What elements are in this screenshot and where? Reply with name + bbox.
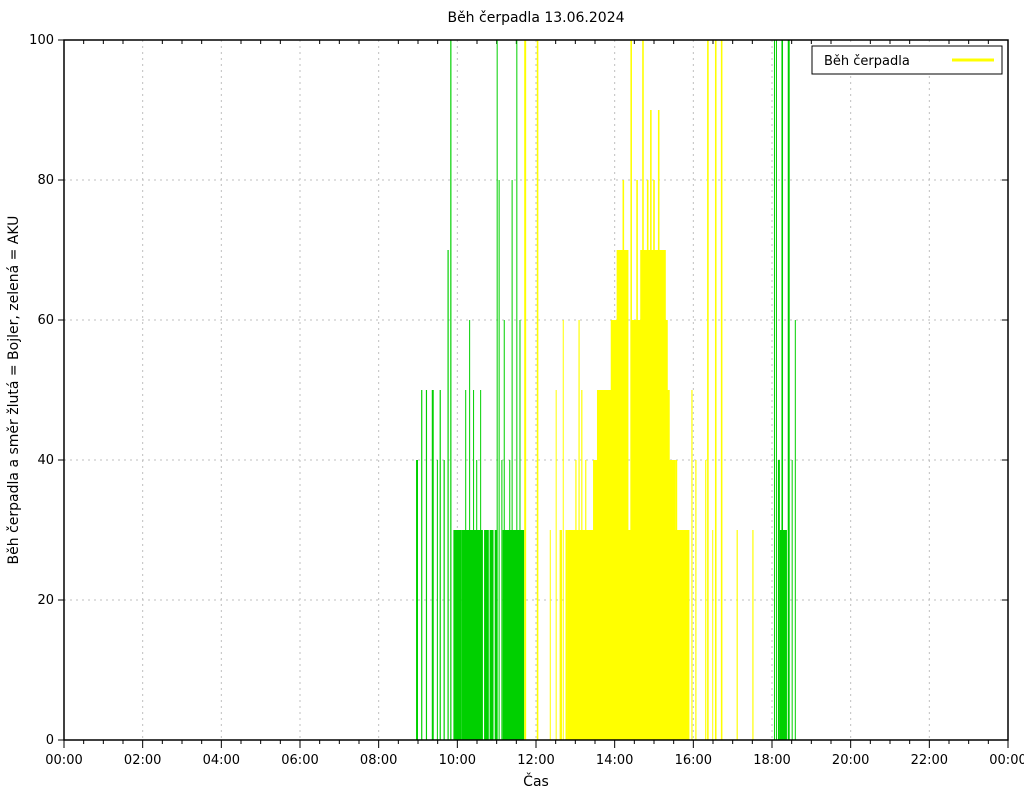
yellow-bar xyxy=(581,390,582,740)
green-bar xyxy=(781,40,783,740)
x-tick-label: 18:00 xyxy=(753,753,790,768)
green-bar xyxy=(499,180,500,740)
green-bar xyxy=(448,250,449,740)
yellow-bar xyxy=(585,460,586,740)
y-tick-label: 20 xyxy=(37,593,54,608)
green-bar xyxy=(776,40,777,740)
pump-run-chart: 00:00 02:00 04:00 06:00 08:00 10:00 12:00 14:00… xyxy=(0,0,1024,800)
yellow-bar xyxy=(695,460,696,740)
x-tick-label: 06:00 xyxy=(281,753,318,768)
yellow-bar xyxy=(578,320,579,740)
green-bar xyxy=(501,460,502,740)
x-tick-label: 20:00 xyxy=(832,753,869,768)
green-bar xyxy=(497,40,498,740)
green-bar xyxy=(778,460,780,740)
yellow-bar xyxy=(563,320,564,740)
yellow-bar xyxy=(550,530,551,740)
green-bar xyxy=(473,390,474,740)
green-bar xyxy=(795,320,796,740)
x-axis-label: Čas xyxy=(523,772,549,790)
yellow-bar xyxy=(705,460,706,740)
green-bar xyxy=(509,460,510,740)
green-bar xyxy=(788,40,790,740)
yellow-bar xyxy=(524,40,526,740)
yellow-bar xyxy=(623,180,625,740)
yellow-bar xyxy=(587,530,588,740)
yellow-bar xyxy=(556,390,557,740)
y-tick-label: 80 xyxy=(37,173,54,188)
green-bar xyxy=(480,390,481,740)
green-bar xyxy=(503,530,525,740)
green-bar xyxy=(416,460,418,740)
green-bar xyxy=(450,40,451,740)
x-tick-label: 16:00 xyxy=(675,753,712,768)
y-tick-label: 100 xyxy=(29,33,54,48)
yellow-bar xyxy=(752,530,753,740)
green-bar xyxy=(465,390,466,740)
x-tick-label: 14:00 xyxy=(596,753,633,768)
green-bar xyxy=(792,460,793,740)
y-axis-label: Běh čerpadla a směr žlutá = Bojler, zele… xyxy=(6,216,22,565)
yellow-bar xyxy=(715,40,717,740)
chart-title: Běh čerpadla 13.06.2024 xyxy=(447,10,624,26)
yellow-bar xyxy=(642,40,644,740)
yellow-bar xyxy=(712,530,713,740)
green-bar xyxy=(421,390,422,740)
y-tick-label: 0 xyxy=(46,733,54,748)
green-bar xyxy=(453,530,461,740)
x-tick-label: 10:00 xyxy=(439,753,476,768)
legend: Běh čerpadla xyxy=(812,46,1002,74)
yellow-bar xyxy=(691,390,692,740)
green-bar xyxy=(512,180,513,740)
yellow-bar xyxy=(647,180,649,740)
green-bar xyxy=(516,40,517,740)
chart-svg: 00:00 02:00 04:00 06:00 08:00 10:00 12:00 14:00… xyxy=(0,0,1024,800)
yellow-bar xyxy=(566,530,568,740)
y-tick-label: 60 xyxy=(37,313,54,328)
x-tick-label: 00:00 xyxy=(989,753,1024,768)
x-tick-label: 04:00 xyxy=(203,753,240,768)
yellow-bar xyxy=(676,460,678,740)
yellow-bar xyxy=(737,530,738,740)
yellow-bar xyxy=(721,40,723,740)
yellow-bar xyxy=(707,40,709,740)
x-tick-label: 08:00 xyxy=(360,753,397,768)
x-tick-label: 00:00 xyxy=(45,753,82,768)
green-bar xyxy=(484,530,489,740)
green-bar xyxy=(440,390,441,740)
green-bar xyxy=(426,390,427,740)
yellow-bar xyxy=(682,530,684,740)
x-tick-label: 22:00 xyxy=(911,753,948,768)
green-bar xyxy=(774,40,775,740)
yellow-bar xyxy=(670,530,682,740)
yellow-bar xyxy=(636,180,638,740)
green-bar xyxy=(490,530,494,740)
legend-label: Běh čerpadla xyxy=(824,54,910,69)
yellow-bar xyxy=(575,460,576,740)
green-bar xyxy=(444,460,445,740)
green-bar xyxy=(461,530,483,740)
green-bar xyxy=(780,530,787,740)
green-bar xyxy=(437,460,438,740)
green-bar xyxy=(504,320,505,740)
green-bar xyxy=(469,320,470,740)
y-tick-label: 40 xyxy=(37,453,54,468)
green-bar xyxy=(432,390,434,740)
yellow-bar xyxy=(537,40,539,740)
green-bar xyxy=(519,320,520,740)
green-bar xyxy=(476,460,477,740)
x-tick-label: 02:00 xyxy=(124,753,161,768)
yellow-bar xyxy=(650,110,652,740)
x-tick-label: 12:00 xyxy=(517,753,554,768)
yellow-bar xyxy=(560,530,562,740)
